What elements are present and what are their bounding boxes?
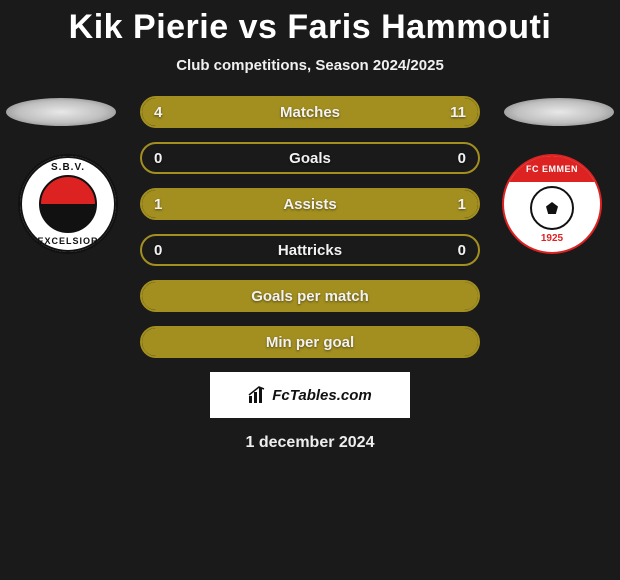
stat-value-right: 11 [450, 104, 466, 121]
stat-value-left: 1 [154, 196, 162, 213]
crest-banner: FC EMMEN [504, 156, 600, 182]
stat-label: Min per goal [266, 334, 354, 351]
stat-value-right: 1 [458, 196, 466, 213]
stat-label: Hattricks [278, 242, 342, 259]
branding-badge: FcTables.com [210, 372, 410, 418]
stat-value-right: 0 [458, 150, 466, 167]
crest-ball-icon [530, 186, 574, 230]
stat-row: Min per goal [140, 326, 480, 358]
stat-label: Assists [283, 196, 336, 213]
stat-row: 0 0 Goals [140, 142, 480, 174]
crest-inner-circle [39, 175, 97, 233]
date-label: 1 december 2024 [0, 434, 620, 452]
stat-fill-right [232, 98, 478, 126]
chart-icon [248, 386, 266, 404]
stat-value-right: 0 [458, 242, 466, 259]
stat-value-left: 0 [154, 150, 162, 167]
crest-text-top: S.B.V. [22, 162, 114, 173]
crest-year: 1925 [504, 233, 600, 244]
page-title: Kik Pierie vs Faris Hammouti [0, 0, 620, 47]
stat-label: Goals per match [251, 288, 369, 305]
stat-label: Goals [289, 150, 331, 167]
stat-label: Matches [280, 104, 340, 121]
stat-row: 1 1 Assists [140, 188, 480, 220]
club-crest-emmen: FC EMMEN 1925 [502, 154, 602, 254]
player-shadow-right [504, 98, 614, 126]
subtitle: Club competitions, Season 2024/2025 [0, 57, 620, 74]
branding-text: FcTables.com [272, 387, 371, 404]
stat-row: Goals per match [140, 280, 480, 312]
stat-bars: 411Matches00Goals11Assists00HattricksGoa… [140, 96, 480, 358]
player-shadow-left [6, 98, 116, 126]
stat-row: 0 0 Hattricks [140, 234, 480, 266]
club-crest-excelsior: S.B.V. EXCELSIOR [18, 154, 118, 254]
stat-value-left: 4 [154, 104, 162, 121]
crest-text-bottom: EXCELSIOR [22, 236, 114, 246]
comparison-area: S.B.V. EXCELSIOR FC EMMEN 1925 411Matche… [0, 96, 620, 358]
stat-value-left: 0 [154, 242, 162, 259]
stat-row: 4 11 Matches [140, 96, 480, 128]
